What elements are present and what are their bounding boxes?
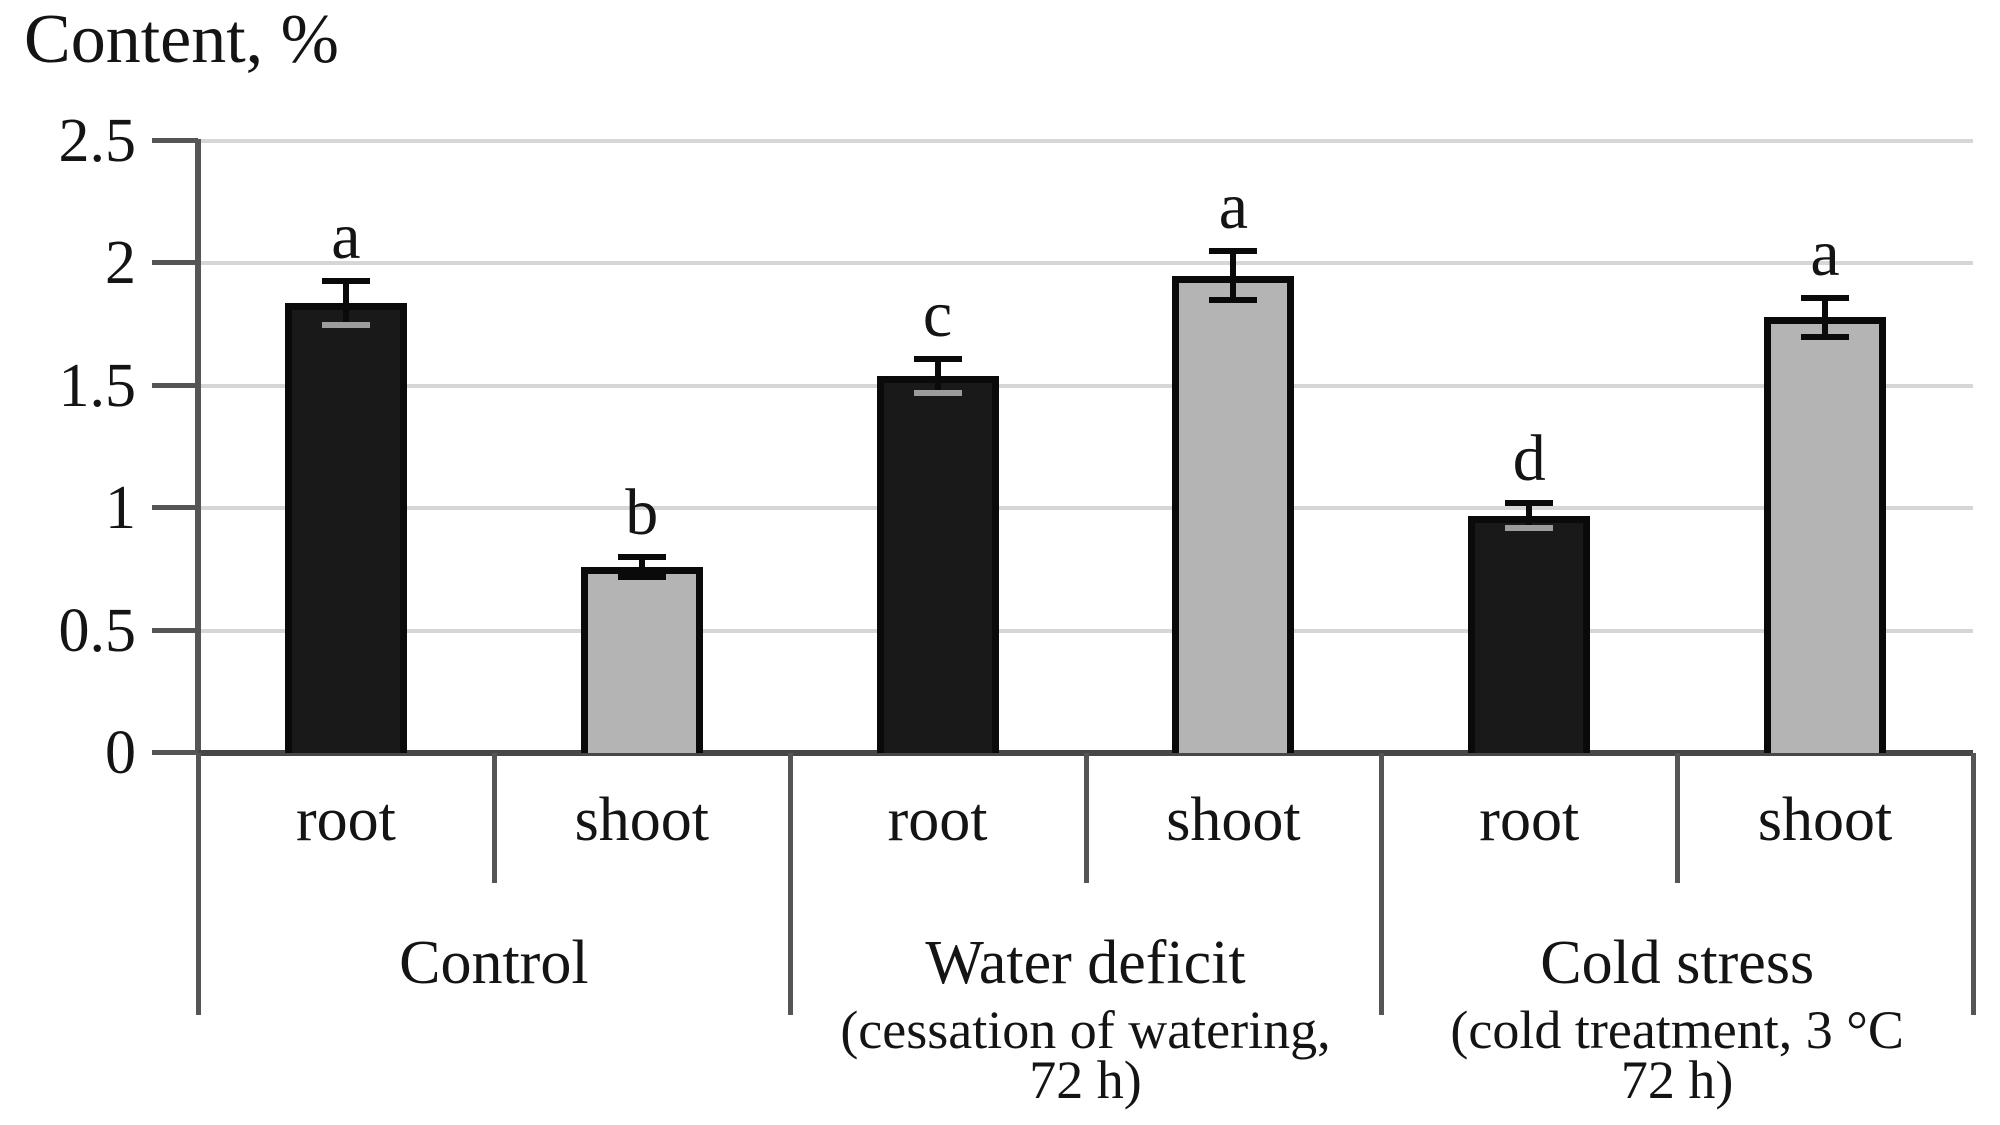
y-tick-2 (152, 260, 198, 266)
error-bar-control-shoot (638, 557, 645, 577)
error-bar-water-deficit-shoot (1230, 251, 1237, 301)
group-label-sublines: (cessation of watering, 72 h) (790, 1000, 1382, 1110)
gridline-0.5 (198, 628, 1973, 633)
error-bar-cap-top-water-deficit-root (913, 355, 962, 362)
error-bar-cold-stress-root (1526, 503, 1533, 528)
error-bar-cap-top-control-shoot (617, 554, 666, 561)
error-bar-cap-top-cold-stress-shoot (1801, 294, 1850, 301)
group-label-control: Control (198, 929, 790, 997)
group-divider (1971, 753, 1976, 1015)
error-bar-cap-top-cold-stress-root (1505, 500, 1554, 507)
group-label-subline: (cold treatment, 3 °C (1450, 1000, 1904, 1060)
error-bar-cap-bottom-water-deficit-shoot (1209, 297, 1258, 304)
y-tick-0 (152, 750, 198, 755)
group-divider (196, 753, 201, 1015)
bar-cold-stress-root (1468, 515, 1591, 753)
x-cell-label-control-root: root (295, 786, 396, 854)
significance-letter-cold-stress-root: d (1512, 422, 1546, 496)
y-axis-title: Content, % (24, 1, 339, 78)
error-bar-cap-bottom-water-deficit-root (913, 390, 962, 397)
error-bar-cap-bottom-cold-stress-root (1505, 524, 1554, 531)
group-label-cold-stress: Cold stress (cold treatment, 3 °C 72 h) (1381, 929, 1973, 1110)
group-label-sublines: (cold treatment, 3 °C 72 h) (1381, 1000, 1973, 1110)
significance-letter-water-deficit-root: c (922, 277, 953, 351)
gridline-2 (198, 261, 1973, 266)
y-tick-label-1: 1 (105, 474, 136, 543)
error-bar-cap-top-water-deficit-shoot (1209, 248, 1258, 255)
x-cell-label-water-deficit-root: root (887, 786, 988, 854)
cell-divider (1083, 753, 1089, 883)
group-label-subline: (cessation of watering, (840, 1000, 1331, 1060)
significance-letter-control-shoot: b (625, 476, 659, 550)
y-tick-label-0.5: 0.5 (58, 596, 137, 665)
y-tick-label-2: 2 (105, 229, 136, 298)
group-divider (1379, 753, 1385, 1015)
y-tick-1 (152, 505, 198, 511)
bar-cold-stress-shoot (1764, 317, 1887, 753)
x-cell-label-cold-stress-root: root (1479, 786, 1580, 854)
bar-water-deficit-shoot (1172, 275, 1295, 753)
significance-letter-control-root: a (331, 199, 361, 273)
group-label-main: Water deficit (925, 929, 1246, 997)
x-cell-label-cold-stress-shoot: shoot (1757, 786, 1893, 854)
error-bar-control-root (342, 280, 349, 325)
error-bar-cold-stress-shoot (1822, 297, 1829, 337)
group-label-subline: 72 h) (1029, 1050, 1142, 1110)
error-bar-cap-bottom-control-shoot (617, 573, 666, 580)
bar-control-shoot (580, 566, 703, 753)
y-tick-label-2.5: 2.5 (58, 107, 137, 175)
group-label-subline: 72 h) (1620, 1050, 1734, 1110)
y-tick-label-1.5: 1.5 (58, 351, 137, 420)
error-bar-cap-bottom-control-root (321, 321, 370, 328)
error-bar-water-deficit-root (934, 358, 941, 394)
cell-divider (491, 753, 497, 883)
group-divider (787, 753, 793, 1015)
error-bar-cap-bottom-cold-stress-shoot (1801, 333, 1850, 340)
y-axis-line (195, 139, 201, 755)
gridline-1.5 (198, 383, 1973, 388)
group-label-water-deficit: Water deficit (cessation of watering, 72 h… (790, 929, 1382, 1110)
bar-water-deficit-root (876, 376, 999, 753)
error-bar-cap-top-control-root (321, 277, 370, 284)
y-tick-2.5 (152, 138, 198, 143)
gridline-1 (198, 506, 1973, 511)
cell-divider (1675, 753, 1681, 883)
significance-letter-cold-stress-shoot: a (1810, 216, 1840, 290)
x-cell-label-water-deficit-shoot: shoot (1166, 786, 1301, 854)
bar-control-root (284, 302, 407, 753)
gridline-2.5 (198, 139, 1973, 143)
significance-letter-water-deficit-shoot: a (1218, 170, 1249, 244)
y-tick-0.5 (152, 627, 198, 633)
group-label-main: Cold stress (1540, 929, 1815, 997)
y-tick-1.5 (152, 382, 198, 388)
x-cell-label-control-shoot: shoot (574, 786, 709, 854)
y-tick-label-0: 0 (105, 719, 136, 787)
group-label-main: Control (399, 929, 589, 997)
